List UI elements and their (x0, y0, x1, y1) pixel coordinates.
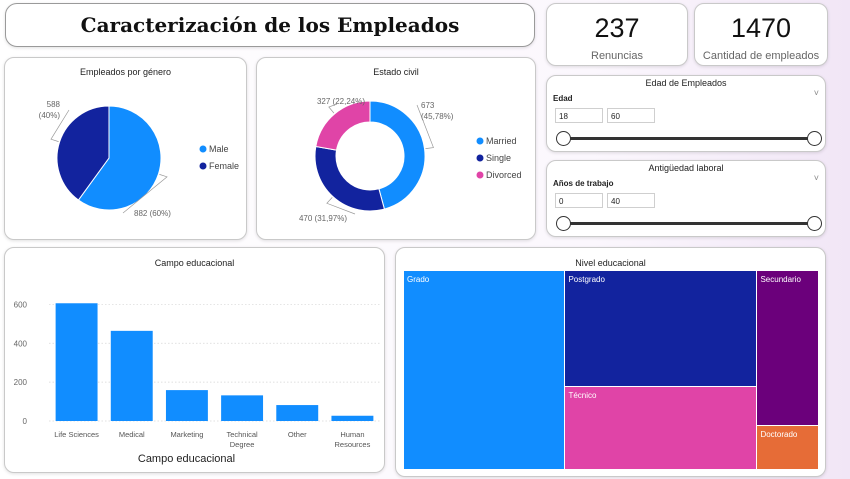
slicer-antiguedad: Antigüedad laboral ˅ Años de trabajo 0 4… (546, 160, 826, 237)
education-level-chart-title: Nivel educacional (575, 258, 646, 268)
legend-marker (199, 162, 207, 170)
slicer-antiguedad-title: Antigüedad laboral (648, 163, 724, 173)
antiguedad-slider-track[interactable] (561, 222, 815, 225)
edad-max-input[interactable]: 60 (607, 108, 655, 123)
slice-female (56, 105, 110, 201)
bar-life-sciences (55, 303, 98, 421)
edad-min-input[interactable]: 18 (555, 108, 603, 123)
y-tick-label: 400 (14, 339, 28, 348)
treemap-tile-secundario[interactable]: Secundario (757, 271, 818, 426)
antiguedad-min-input[interactable]: 0 (555, 193, 603, 208)
leader-line (122, 174, 168, 214)
data-label: (40%) (39, 111, 61, 120)
edad-slider-min-handle[interactable] (556, 131, 571, 146)
treemap-tile-tecnico[interactable]: Técnico (565, 387, 757, 469)
x-tick-label: Other (288, 430, 307, 439)
edad-slider-track[interactable] (561, 137, 815, 140)
slice-male (77, 105, 162, 211)
antiguedad-max-input[interactable]: 40 (607, 193, 655, 208)
education-level-treemap: Grado Postgrado Técnico Secundario Doctorado (404, 271, 819, 470)
leader-line (50, 109, 70, 142)
legend-label: Female (209, 161, 239, 171)
treemap-tile-doctorado[interactable]: Doctorado (757, 426, 818, 469)
x-tick-label: Medical (119, 430, 145, 439)
data-label: 470 (31,97%) (299, 214, 347, 223)
x-tick-label: Resources (334, 440, 370, 449)
marital-donut-svg: 673 (45,78%) Married 470 (31,97%) Single 327 … (299, 97, 522, 223)
legend-marker (476, 171, 484, 179)
x-axis-title: Campo educacional (138, 453, 235, 465)
slice-married (369, 100, 426, 210)
education-level-chart-card: Nivel educacional Grado Postgrado Técnico S… (395, 247, 826, 477)
kpi-card-renuncias: 237 Renuncias (546, 3, 688, 66)
bar-human-resources (331, 415, 374, 421)
legend-label: Single (486, 153, 511, 163)
chevron-down-icon[interactable]: ˅ (813, 173, 819, 183)
legend-label: Divorced (486, 170, 522, 180)
x-tick-label: Technical (226, 430, 258, 439)
gender-chart-title: Empleados por género (79, 67, 172, 77)
legend-label: Male (209, 144, 229, 154)
bar-marketing (165, 390, 208, 421)
data-label: 673 (421, 101, 435, 110)
y-tick-label: 200 (14, 378, 28, 387)
treemap-label: Doctorado (760, 430, 798, 440)
data-label: 588 (47, 100, 61, 109)
slicer-edad-title: Edad de Empleados (645, 78, 727, 88)
education-field-chart-title: Campo educacional (154, 258, 235, 268)
education-field-chart-card: Campo educacional 0 200 400 600 Life Science… (4, 247, 385, 473)
kpi-value-renuncias: 237 (594, 13, 640, 43)
marital-chart-card: Estado civil 673 (45,78%) Married 470 (31,9… (256, 57, 536, 240)
legend-marker (199, 145, 207, 153)
legend-marker (476, 137, 484, 145)
kpi-card-empleados: 1470 Cantidad de empleados (694, 3, 828, 66)
data-label: (45,78%) (421, 112, 454, 121)
title-card: Caracterización de los Empleados (5, 3, 535, 47)
treemap-label: Técnico (568, 391, 597, 401)
leader-line (328, 103, 338, 114)
page-title: Caracterización de los Empleados (80, 13, 460, 37)
bar-medical (110, 330, 153, 421)
legend-marker (476, 154, 484, 162)
bar-technical-degree (221, 395, 264, 421)
kpi-label-renuncias: Renuncias (591, 50, 643, 62)
slice-single (314, 145, 386, 212)
gender-chart-card: Empleados por género 882 (60%) Male 588 (40… (4, 57, 247, 240)
chevron-down-icon[interactable]: ˅ (813, 88, 819, 98)
slice-divorced (315, 100, 371, 151)
slicer-edad: Edad de Empleados ˅ Edad 18 60 (546, 75, 826, 152)
y-tick-label: 600 (14, 300, 28, 309)
legend-label: Married (486, 136, 517, 146)
slicer-antiguedad-field: Años de trabajo (553, 179, 614, 188)
treemap-label: Secundario (760, 275, 801, 284)
x-tick-label: Human (340, 430, 364, 439)
edad-slider-max-handle[interactable] (807, 131, 822, 146)
data-label: 327 (22,24%) (317, 97, 365, 106)
antiguedad-slider-max-handle[interactable] (807, 216, 822, 231)
x-tick-label: Degree (230, 440, 255, 449)
x-tick-label: Life Sciences (54, 430, 99, 439)
bar-other (276, 405, 319, 421)
leader-line (326, 197, 356, 215)
treemap-label: Grado (407, 275, 430, 284)
marital-chart-title: Estado civil (373, 67, 419, 77)
kpi-label-empleados: Cantidad de empleados (702, 50, 820, 62)
kpi-value-empleados: 1470 (730, 13, 792, 43)
gender-pie-svg: 882 (60%) Male 588 (40%) Female (39, 100, 239, 218)
leader-line (416, 104, 434, 149)
treemap-tile-postgrado[interactable]: Postgrado (565, 271, 757, 387)
treemap-label: Postgrado (568, 275, 605, 284)
y-tick-label: 0 (23, 417, 28, 426)
education-field-bar-svg: 0 200 400 600 Life Sciences Medical Marketing T… (14, 300, 380, 465)
slicer-edad-field: Edad (553, 94, 573, 103)
x-tick-label: Marketing (170, 430, 203, 439)
antiguedad-slider-min-handle[interactable] (556, 216, 571, 231)
treemap-tile-grado[interactable]: Grado (404, 271, 565, 469)
data-label: 882 (60%) (134, 209, 171, 218)
